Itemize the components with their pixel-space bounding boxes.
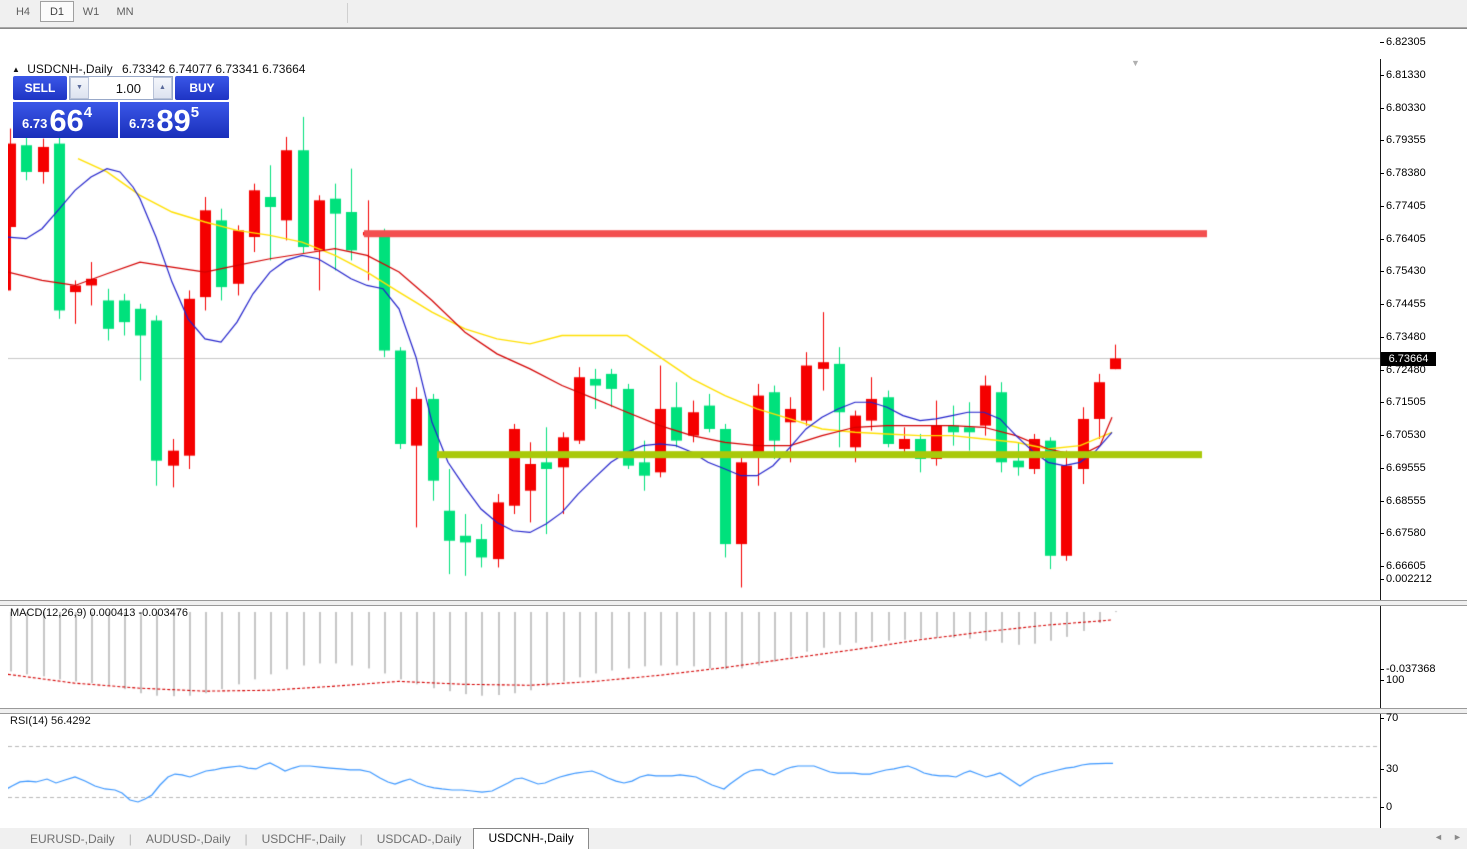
macd-axis-label: 0.002212 (1386, 573, 1432, 585)
main-chart-canvas[interactable] (8, 59, 1380, 835)
chart-ohlc: 6.73342 6.74077 6.73341 6.73664 (121, 62, 306, 76)
chart-title: ▲ USDCNH-,Daily 6.73342 6.74077 6.73341 … (12, 62, 305, 76)
chart-window: ▲ USDCNH-,Daily 6.73342 6.74077 6.73341 … (0, 28, 1467, 849)
axis-tick (1380, 304, 1384, 305)
axis-tick (1380, 718, 1384, 719)
collapse-triangle-icon[interactable]: ▲ (12, 65, 20, 74)
axis-tick (1380, 579, 1384, 580)
tab-separator: | (128, 831, 132, 846)
buy-price-big: 89 (156, 103, 191, 138)
macd-label: MACD(12,26,9) 0.000413 -0.003476 (10, 607, 188, 619)
price-axis-label: 6.66605 (1386, 560, 1426, 572)
chart-tab-eurusddaily[interactable]: EURUSD-,Daily (30, 831, 115, 846)
axis-tick (1380, 42, 1384, 43)
axis-tick (1380, 769, 1384, 770)
price-axis-frame (1380, 59, 1381, 835)
rsi-label: RSI(14) 56.4292 (10, 715, 91, 727)
price-axis-label: 6.67580 (1386, 527, 1426, 540)
price-axis-label: 6.75430 (1386, 265, 1426, 278)
axis-tick (1380, 679, 1384, 681)
buy-price-pip: 5 (190, 104, 200, 121)
axis-tick (1380, 107, 1384, 109)
price-axis-label: 6.76405 (1386, 232, 1426, 245)
price-axis-label: 6.72480 (1386, 363, 1426, 376)
axis-tick (1380, 566, 1384, 567)
price-axis-label: 6.70530 (1386, 429, 1426, 441)
timeframe-tab-w1[interactable]: W1 (82, 6, 100, 18)
sell-quote[interactable]: 6.73 66 4 (13, 102, 118, 138)
chart-shift-marker-icon[interactable]: ▼ (1131, 58, 1140, 68)
axis-tick (1380, 271, 1384, 273)
one-click-trading-panel: SELL ▼ ▲ BUY 6.73 66 4 6.73 89 5 (13, 76, 229, 138)
timeframe-tabs: H4 D1 W1 MN (6, 1, 142, 22)
timeframe-tab-h4[interactable]: H4 (15, 6, 31, 18)
pane-separator-macd[interactable] (0, 600, 1467, 606)
chart-tab-usdchfdaily[interactable]: USDCHF-,Daily (261, 831, 346, 846)
axis-tick (1380, 336, 1384, 338)
axis-tick (1380, 74, 1384, 76)
axis-tick (1380, 467, 1384, 469)
tab-separator: | (359, 831, 363, 846)
axis-tick (1380, 669, 1384, 670)
axis-tick (1380, 173, 1384, 174)
price-axis-label: 6.79355 (1386, 134, 1426, 147)
axis-tick (1380, 205, 1384, 207)
axis-tick (1380, 369, 1384, 371)
chart-tab-usdcnhdaily[interactable]: USDCNH-,Daily (473, 827, 589, 849)
price-axis-label: 6.82305 (1386, 36, 1426, 48)
rsi-axis-label: 30 (1386, 763, 1399, 775)
sell-button[interactable]: SELL (13, 76, 67, 100)
current-price-tag: 6.73664 (1381, 352, 1436, 366)
volume-decrease-icon[interactable]: ▼ (70, 77, 89, 99)
pane-separator-rsi[interactable] (0, 708, 1467, 714)
macd-axis-label: -0.037368 (1386, 663, 1436, 675)
rsi-axis-label: 0 (1386, 801, 1393, 814)
timeframe-tab-mn[interactable]: MN (116, 6, 134, 18)
rsi-axis-label: 100 (1386, 673, 1405, 686)
chart-tab-usdcaddaily[interactable]: USDCAD-,Daily (376, 831, 462, 846)
price-axis-label: 6.71505 (1386, 396, 1426, 409)
chart-symbol: USDCNH-,Daily (27, 62, 113, 76)
price-axis-label: 6.81330 (1386, 68, 1426, 81)
axis-tick (1380, 807, 1384, 809)
axis-tick (1380, 533, 1384, 535)
price-axis-label: 6.78380 (1386, 167, 1426, 179)
tab-scroll-left-icon[interactable]: ◄ (1434, 832, 1443, 842)
buy-button[interactable]: BUY (175, 76, 229, 100)
timeframe-toolbar: H4 D1 W1 MN (0, 0, 1467, 28)
price-axis-label: 6.73480 (1386, 330, 1426, 343)
volume-increase-icon[interactable]: ▲ (153, 77, 172, 99)
toolbar-separator (347, 3, 348, 23)
chart-tabs: EURUSD-,Daily | AUDUSD-,Daily | USDCHF-,Dail… (18, 827, 589, 849)
price-axis-label: 6.80330 (1386, 101, 1426, 114)
axis-tick (1380, 238, 1384, 240)
tab-scroll-right-icon[interactable]: ► (1453, 832, 1462, 842)
chart-tab-bar: EURUSD-,Daily | AUDUSD-,Daily | USDCHF-,Dail… (0, 827, 1467, 849)
timeframe-tab-d1[interactable]: D1 (40, 1, 74, 22)
price-axis-label: 6.74455 (1386, 298, 1426, 310)
buy-quote[interactable]: 6.73 89 5 (120, 102, 229, 138)
buy-price-small: 6.73 (129, 116, 155, 131)
axis-tick (1380, 435, 1384, 436)
chart-tab-audusddaily[interactable]: AUDUSD-,Daily (145, 831, 231, 846)
axis-tick (1380, 500, 1384, 502)
price-axis-label: 6.69555 (1386, 461, 1426, 474)
sell-price-pip: 4 (83, 104, 93, 121)
sell-price-big: 66 (49, 103, 84, 138)
tab-separator: | (244, 831, 248, 846)
sell-price-small: 6.73 (22, 116, 48, 131)
price-axis-label: 6.68555 (1386, 494, 1426, 507)
axis-tick (1380, 140, 1384, 142)
volume-input[interactable] (89, 77, 153, 99)
rsi-axis-label: 70 (1386, 712, 1399, 724)
volume-spinner: ▼ ▲ (69, 76, 173, 100)
axis-tick (1380, 402, 1384, 404)
price-axis-label: 6.77405 (1386, 199, 1426, 212)
